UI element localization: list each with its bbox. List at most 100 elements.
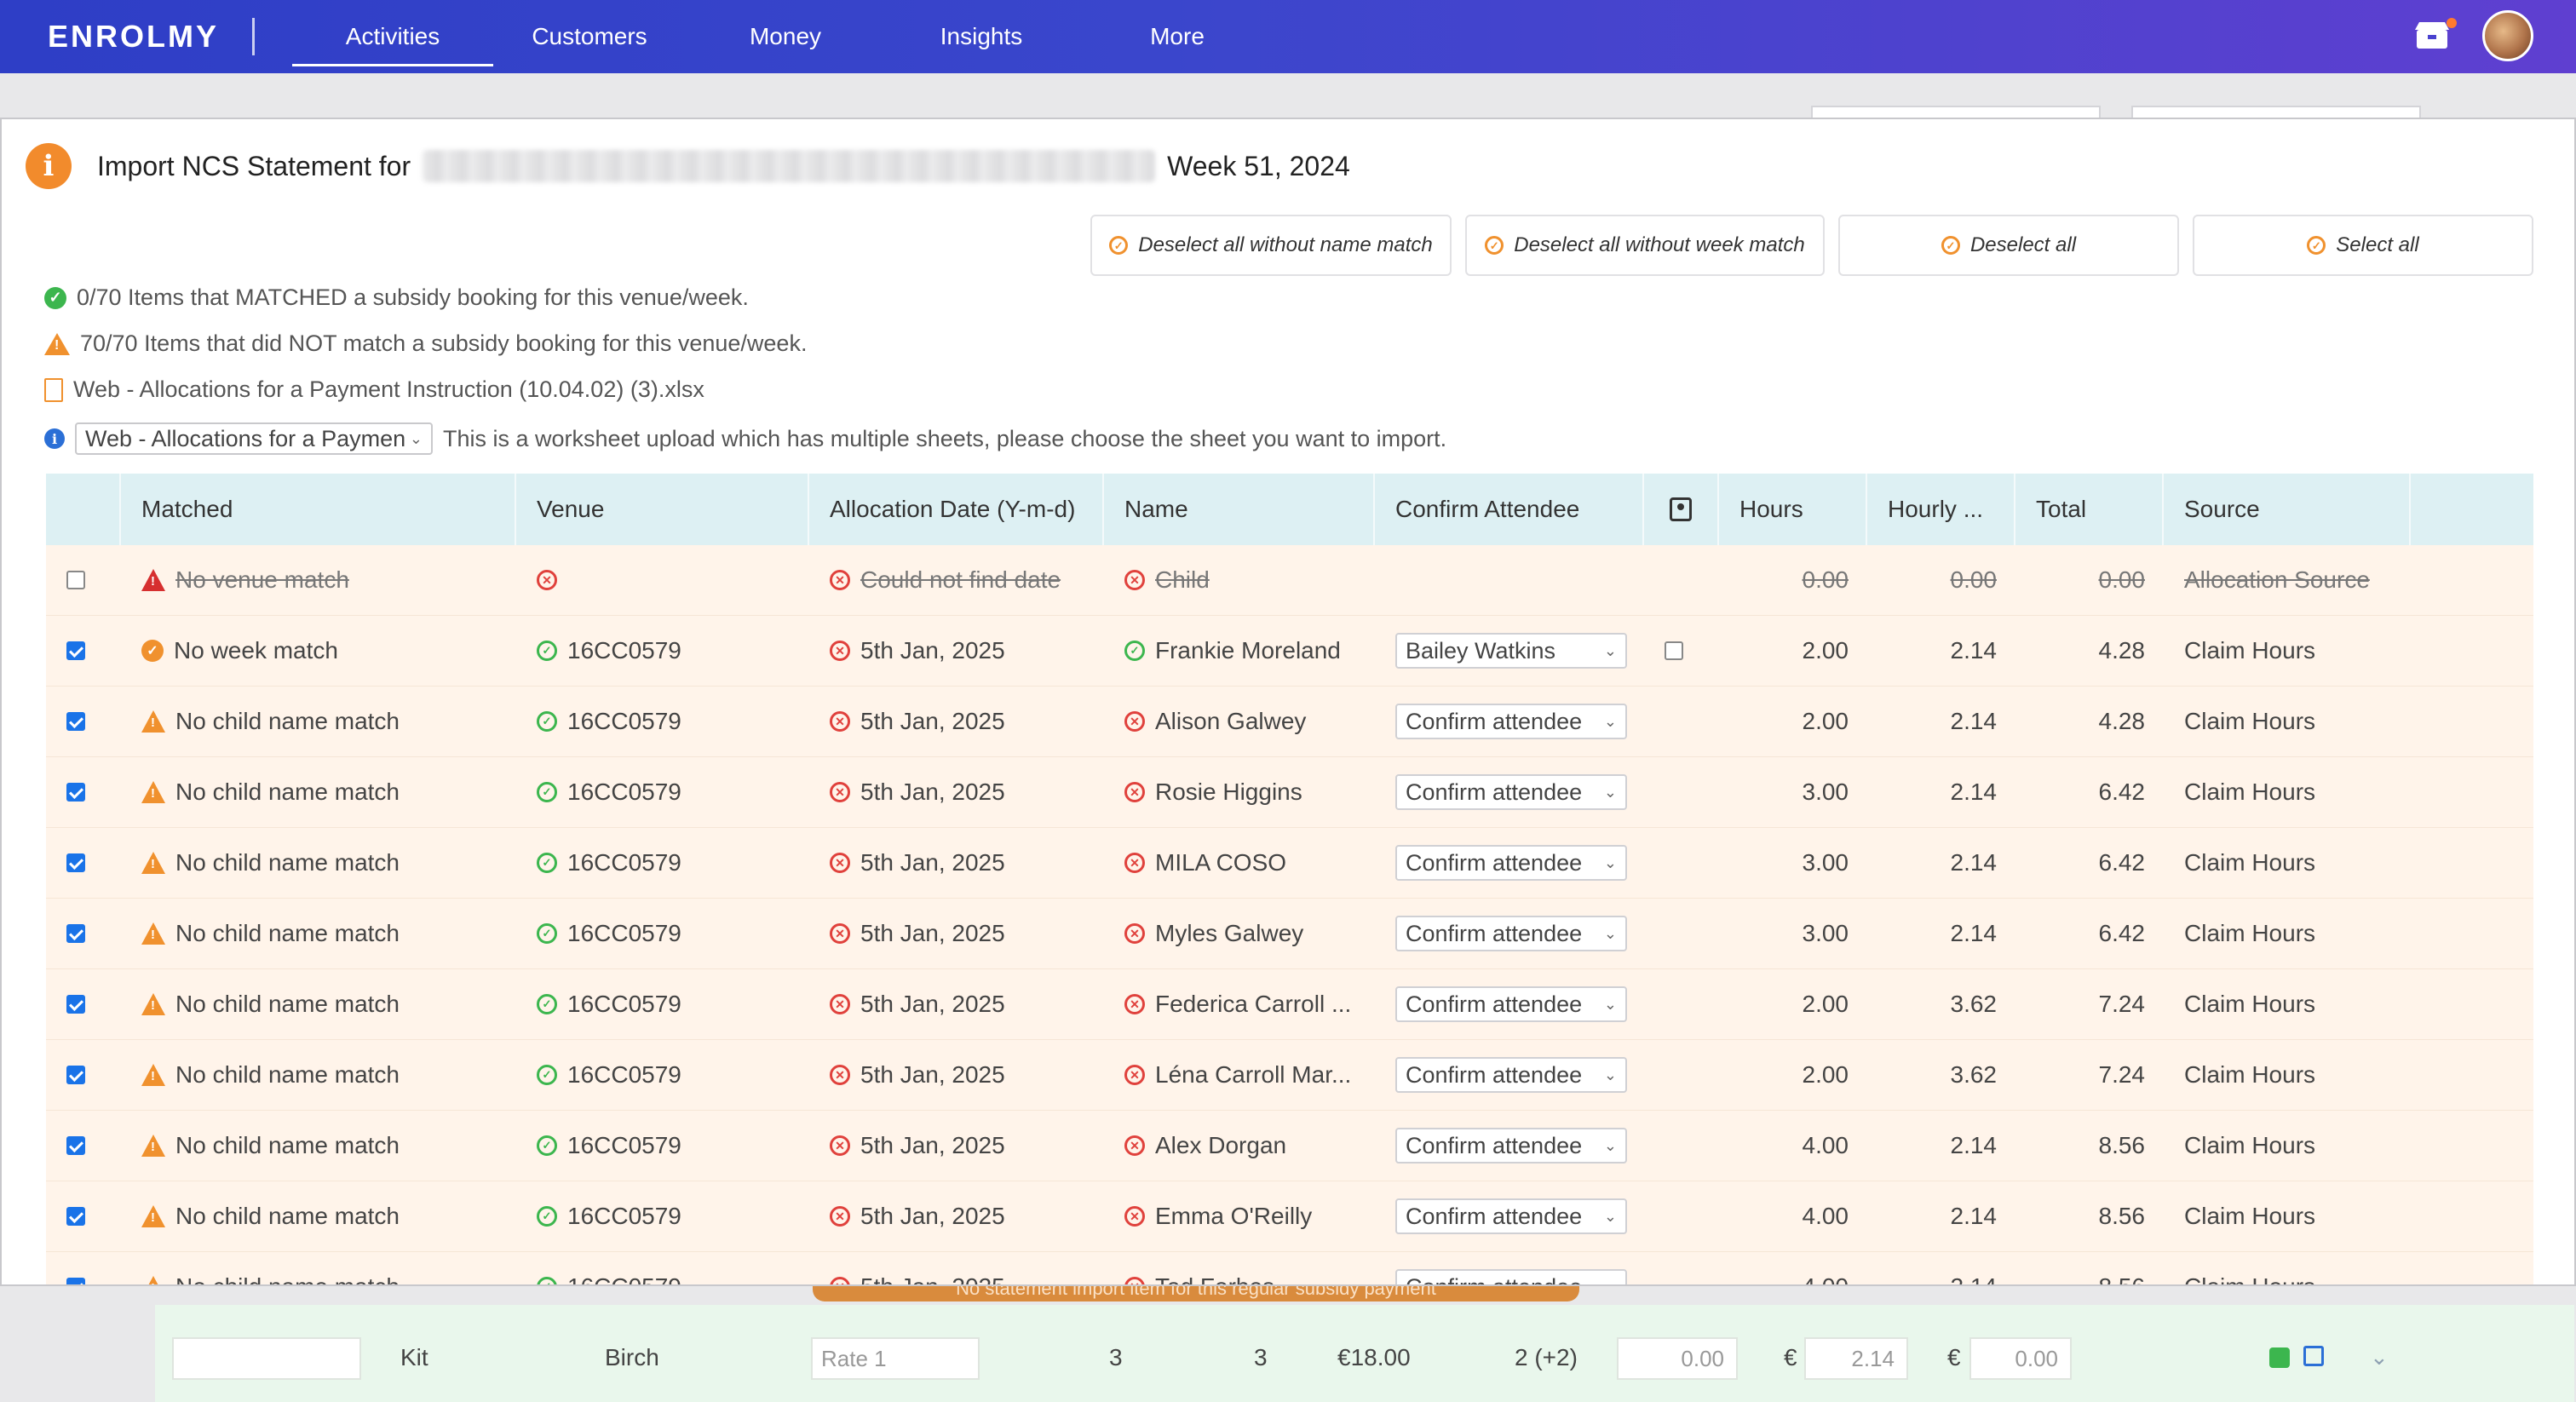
child-name: Child [1155,566,1210,593]
user-avatar[interactable] [2482,10,2533,61]
confirm-attendee-value: Confirm attendee [1406,1061,1583,1088]
hourly-value: 0.00 [1950,566,1998,593]
error-circle-icon: ✕ [830,570,850,590]
button-label: Select all [2336,233,2419,256]
header-hours[interactable]: Hours [1719,474,1867,545]
allocation-date: Could not find date [860,566,1061,593]
background-value-input[interactable]: 0.00 [1969,1337,2072,1380]
header-select [46,474,121,545]
row-checkbox[interactable] [66,1278,85,1284]
match-status: No child name match [175,1203,400,1229]
deselect-without-week-match-button[interactable]: ✓ Deselect all without week match [1465,215,1825,276]
confirm-attendee-select[interactable]: Confirm attendee ⌄ [1395,1198,1627,1234]
chevron-down-icon: ⌄ [1604,1278,1617,1285]
allocation-date: 5th Jan, 2025 [860,1061,1005,1088]
source-value: Allocation Source [2184,566,2370,593]
nav-customers[interactable]: Customers [532,23,647,49]
store-icon[interactable] [2412,16,2457,55]
row-checkbox[interactable] [66,641,85,660]
header-matched[interactable]: Matched [121,474,516,545]
header-confirm[interactable]: Confirm Attendee [1375,474,1644,545]
row-checkbox[interactable] [66,783,85,802]
total-value: 6.42 [2098,920,2146,946]
error-circle-icon: ✕ [537,570,557,590]
row-checkbox[interactable] [66,1066,85,1084]
source-value: Claim Hours [2184,1203,2316,1229]
attendee-checkbox[interactable] [1665,641,1683,660]
external-link-icon[interactable] [2303,1346,2324,1366]
source-value: Claim Hours [2184,920,2316,946]
confirm-attendee-select[interactable]: Confirm attendee ⌄ [1395,1128,1627,1164]
source-value: Claim Hours [2164,1252,2411,1284]
venue-code: 16CC0579 [567,1061,681,1088]
header-source[interactable]: Source [2164,474,2411,545]
match-status: No child name match [175,920,400,946]
hours-value: 3.00 [1802,920,1849,946]
header-hourly[interactable]: Hourly ... [1867,474,2015,545]
select-all-button[interactable]: ✓ Select all [2193,215,2533,276]
row-checkbox[interactable] [66,1207,85,1226]
confirm-attendee-select[interactable]: Confirm attendee ⌄ [1395,845,1627,881]
background-input[interactable] [172,1337,361,1380]
row-checkbox[interactable] [66,924,85,943]
confirm-attendee-value: Confirm attendee [1406,920,1583,946]
warning-icon: ! [141,1064,165,1086]
hours-value: 2.00 [1802,708,1849,734]
child-name: MILA COSO [1155,849,1287,876]
hours-value: 4.00 [1719,1252,1867,1284]
warning-icon: ! [141,1276,165,1284]
error-circle-icon: ✕ [1124,994,1145,1014]
deselect-without-name-match-button[interactable]: ✓ Deselect all without name match [1090,215,1452,276]
background-value-input[interactable]: 2.14 [1804,1337,1908,1380]
header-total[interactable]: Total [2015,474,2164,545]
header-venue[interactable]: Venue [516,474,809,545]
chevron-down-icon[interactable]: ⌄ [2370,1344,2389,1370]
background-value-input[interactable]: 0.00 [1617,1337,1738,1380]
confirm-attendee-select[interactable]: Confirm attendee ⌄ [1395,704,1627,739]
confirm-attendee-select[interactable]: Confirm attendee ⌄ [1395,916,1627,951]
checkbox-icon[interactable] [2269,1347,2290,1368]
info-icon: i [26,143,72,189]
child-name: Federica Carroll ... [1155,991,1352,1017]
matched-summary: ✓ 0/70 Items that MATCHED a subsidy book… [44,284,749,311]
chevron-down-icon: ⌄ [1603,1066,1617,1083]
confirm-attendee-select[interactable]: Confirm attendee ⌄ [1395,986,1627,1022]
confirm-attendee-select[interactable]: Bailey Watkins ⌄ [1395,633,1627,669]
allocation-date: 5th Jan, 2025 [860,1132,1005,1158]
deselect-all-button[interactable]: ✓ Deselect all [1838,215,2179,276]
sheet-hint: This is a worksheet upload which has mul… [443,425,1447,451]
rate-input[interactable]: Rate 1 [811,1337,980,1380]
sheet-select[interactable]: Web - Allocations for a Paymen ⌄ [75,422,433,455]
match-status: No child name match [175,991,400,1017]
header-name[interactable]: Name [1104,474,1375,545]
title-prefix: Import NCS Statement for [97,150,411,181]
error-circle-icon: ✕ [1124,1135,1145,1156]
row-checkbox[interactable] [66,571,85,589]
confirm-attendee-value: Confirm attendee [1406,1132,1583,1158]
error-circle-icon: ✕ [1124,782,1145,802]
nav-insights[interactable]: Insights [940,23,1023,49]
confirm-attendee-select[interactable]: Confirm attendee ⌄ [1395,1057,1627,1093]
nav-money[interactable]: Money [749,23,822,49]
chevron-down-icon: ⌄ [1603,641,1617,659]
confirm-attendee-select[interactable]: Confirm attendee ⌄ [1395,774,1627,810]
row-checkbox[interactable] [66,853,85,872]
nav-activities[interactable]: Activities [292,0,493,73]
table-row: ! No child name match ✓ 16CC0579 ✕ 5th Jan, 2… [46,757,2533,828]
table-row-header-record: ! No venue match ✕ ✕ Could not find date ✕… [46,545,2533,616]
logo[interactable]: ENROLMY [48,19,219,54]
row-checkbox[interactable] [66,1136,85,1155]
hourly-value: 3.62 [1950,991,1998,1017]
row-checkbox[interactable] [66,712,85,731]
top-nav: ENROLMY Activities Customers Money Insig… [0,0,2576,73]
child-name: Tad Forbes [1155,1273,1274,1284]
source-value: Claim Hours [2184,637,2316,664]
confirm-attendee-select[interactable]: Confirm attendee ⌄ [1395,1269,1627,1285]
nav-more[interactable]: More [1150,23,1205,49]
error-circle-icon: ✕ [830,782,850,802]
nav-divider [252,18,255,55]
header-date[interactable]: Allocation Date (Y-m-d) [809,474,1104,545]
venue-code: 16CC0579 [567,637,681,664]
row-checkbox[interactable] [66,995,85,1014]
total-value: 8.56 [2098,1203,2146,1229]
